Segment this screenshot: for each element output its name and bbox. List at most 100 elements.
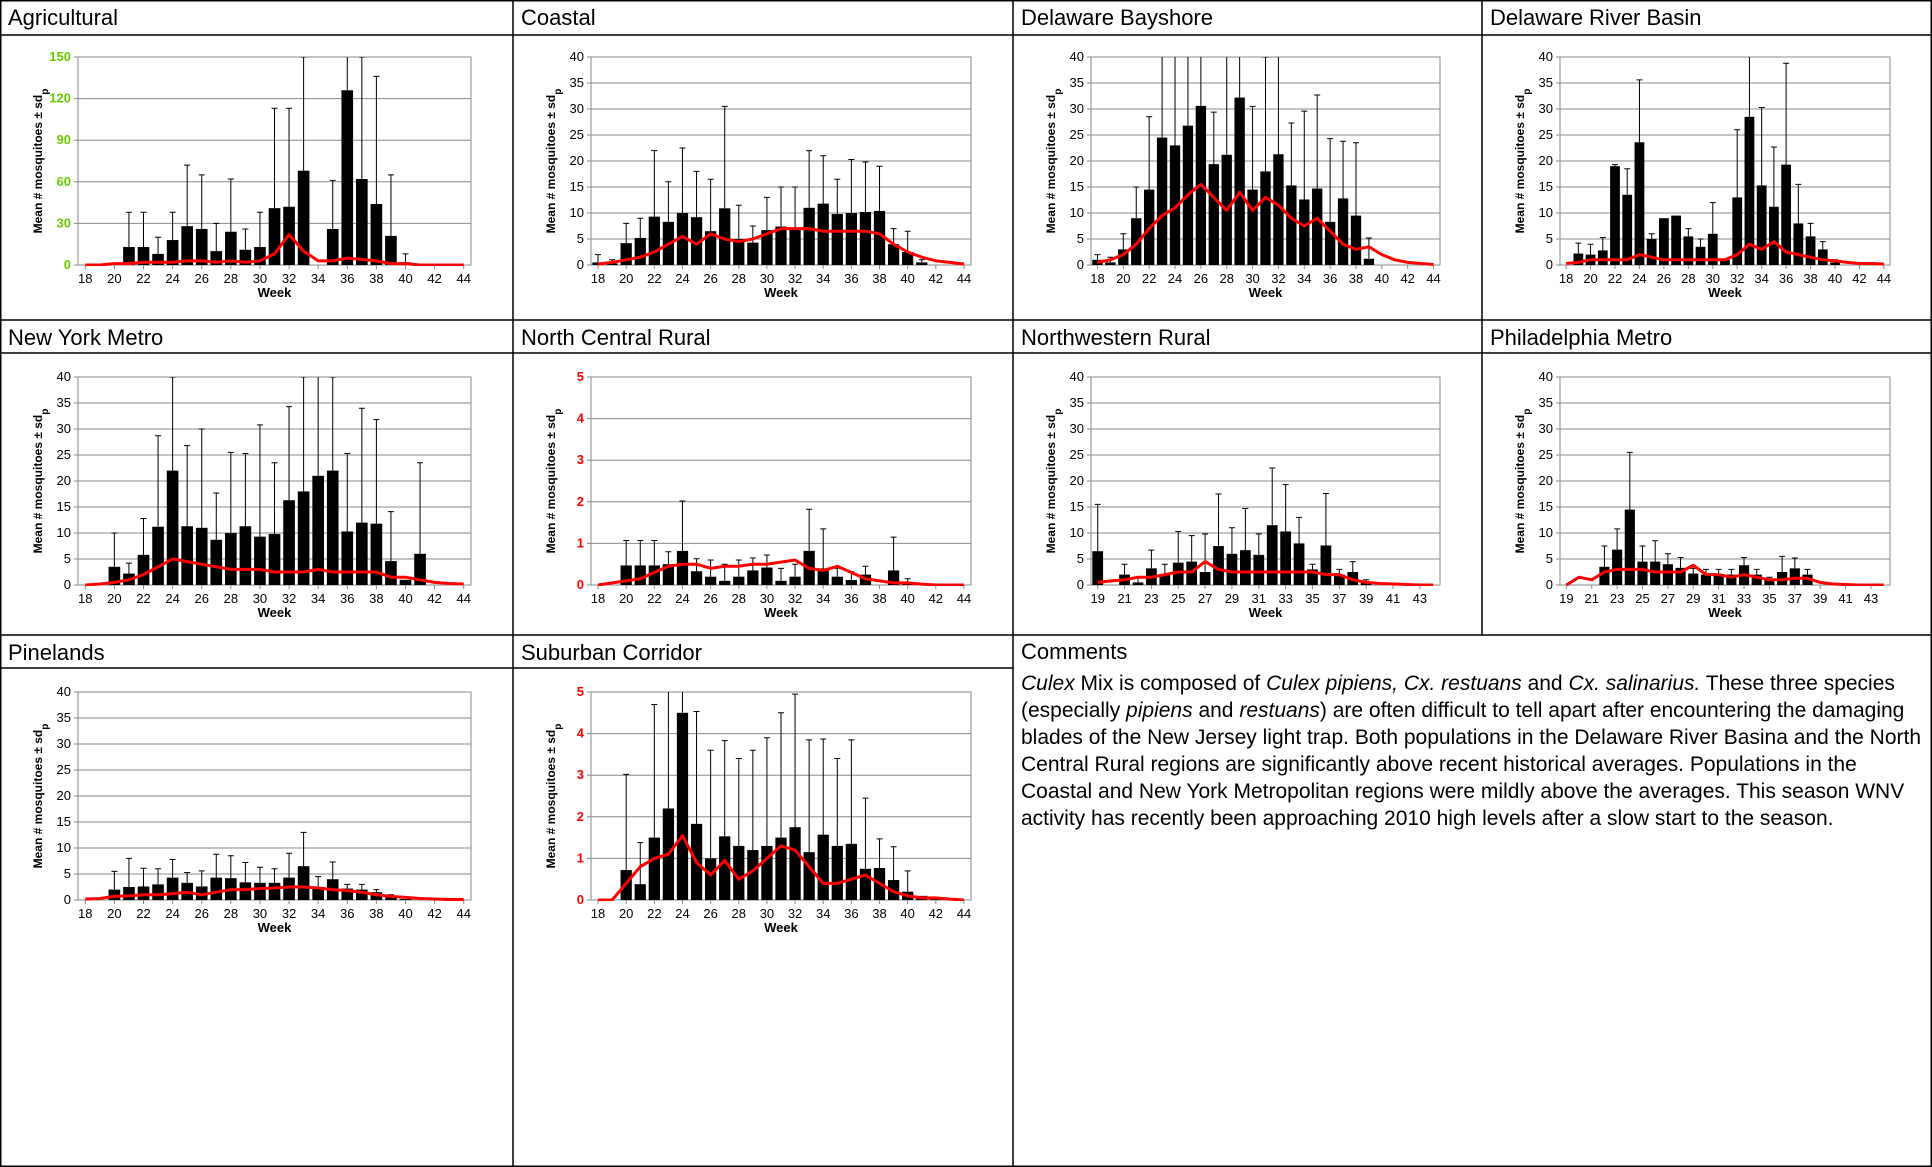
comments-body: Culex Mix is composed of Culex pipiens, … [1021,670,1921,832]
x-tick-label: 26 [194,591,208,606]
error-bar [735,758,742,846]
y-tick-label: 3 [577,452,584,467]
x-tick-label: 40 [900,271,914,286]
y-tick-label: 15 [1070,499,1084,514]
y-tick-label: 25 [57,447,71,462]
x-tick-label: 22 [136,906,150,921]
bar [775,580,787,585]
x-tick-label: 28 [224,271,238,286]
x-tick-label: 29 [1686,591,1700,606]
error-bar [1697,238,1704,247]
bar [326,470,339,585]
bar [195,527,208,585]
bar [137,246,150,265]
error-bar [637,217,644,238]
error-bar [242,862,249,883]
bar [195,886,208,900]
bar [297,866,310,900]
bar [902,252,914,265]
x-tick-label: 26 [703,271,717,286]
bar [1333,574,1345,585]
bar [254,882,266,900]
error-bar [1804,568,1811,575]
error-bar [256,866,263,883]
x-tick-label: 44 [456,906,470,921]
x-tick-label: 28 [732,906,746,921]
x-tick-label: 28 [732,271,746,286]
y-axis-label-main: Mean # mosquitoes ± sd [544,415,558,554]
error-bar [1601,545,1608,567]
error-bar [665,181,672,222]
y-tick-label: 0 [577,257,584,272]
bar [108,889,121,900]
x-axis-label: Week [258,920,292,935]
error-bar [169,211,176,241]
bar [181,226,193,265]
x-tick-label: 30 [760,591,774,606]
error-bar [387,511,394,562]
comment-text: and [1521,672,1569,695]
bar [1092,551,1104,585]
bar [1293,543,1305,585]
error-bar [918,259,925,263]
y-tick-label: 20 [1070,473,1084,488]
x-tick-label: 21 [1584,591,1598,606]
error-bar [637,539,644,566]
bar [719,580,731,585]
comments: Comments Culex Mix is composed of Culex … [1021,637,1921,832]
error-bar [227,855,234,879]
y-tick-label: 25 [1539,127,1553,142]
x-tick-label: 30 [253,271,267,286]
chart-title: Suburban Corridor [521,640,702,665]
x-tick-label: 44 [957,271,971,286]
y-tick-label: 40 [1539,369,1553,384]
x-tick-label: 22 [1608,271,1622,286]
bar [873,210,886,265]
x-tick-label: 34 [816,271,830,286]
x-tick-label: 30 [760,271,774,286]
y-tick-label: 60 [57,174,71,189]
bar [1751,574,1762,585]
bar [254,246,266,265]
error-bar [595,254,602,263]
y-tick-label: 5 [577,684,584,699]
x-tick-label: 35 [1305,591,1319,606]
error-bar [155,868,162,885]
error-bar [1783,62,1790,165]
error-bar [1161,563,1168,575]
x-tick-label: 42 [427,591,441,606]
x-tick-label: 26 [194,271,208,286]
x-tick-label: 28 [1219,271,1233,286]
bar [775,837,787,900]
bar [1622,194,1633,265]
bar [634,565,646,585]
error-bar [806,739,813,853]
bar [108,566,121,585]
x-tick-label: 20 [107,271,121,286]
comment-text: Mix is composed of [1074,672,1267,695]
bar [356,179,368,265]
bar [239,526,252,585]
x-tick-label: 37 [1332,591,1346,606]
x-tick-label: 36 [1323,271,1337,286]
chart-title: New York Metro [8,325,163,350]
bar [123,887,135,900]
y-axis-label-main: Mean # mosquitoes ± sd [1044,415,1058,554]
y-axis-label: Mean # mosquitoes ± sdp [31,409,51,554]
y-tick-label: 10 [570,205,584,220]
error-bar [1758,106,1765,186]
bar [1789,568,1800,585]
bar [817,203,829,265]
plot-marks [592,105,965,266]
bar [1662,564,1673,585]
y-tick-label: 10 [57,525,71,540]
x-tick-label: 38 [369,906,383,921]
bar [775,226,787,265]
x-tick-label: 44 [456,591,470,606]
y-tick-label: 10 [57,840,71,855]
error-bar [329,179,336,229]
bar [414,553,426,585]
error-bar [876,838,883,868]
y-tick-label: 0 [1546,577,1553,592]
error-bar [792,563,799,577]
